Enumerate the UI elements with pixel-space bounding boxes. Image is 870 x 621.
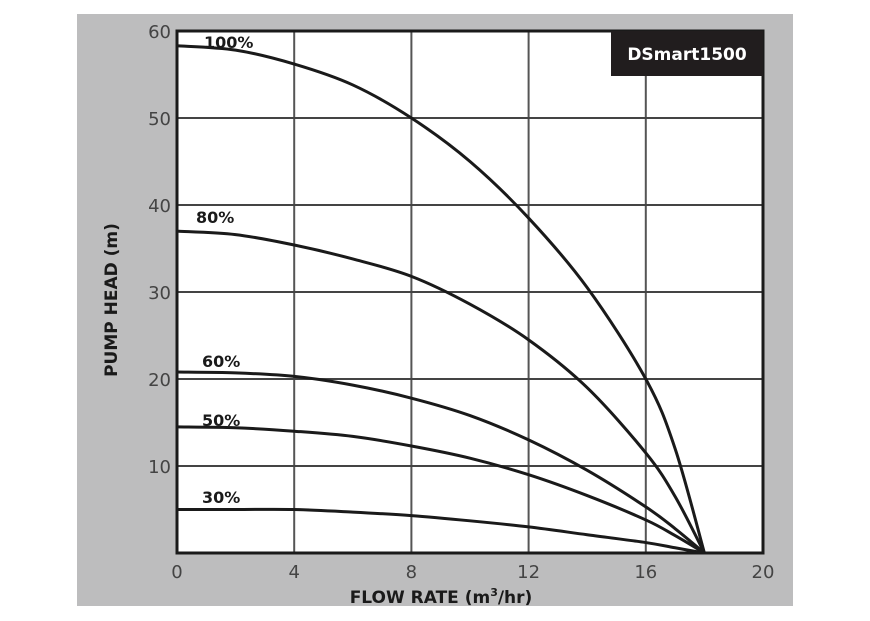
- x-tick-label: 16: [634, 562, 657, 583]
- y-axis-label: PUMP HEAD (m): [102, 223, 122, 377]
- curve-80pct: [176, 229, 706, 554]
- y-tick-label: 20: [148, 370, 171, 391]
- axis-ticks: 0 4 8 12 16 20 10 20 30 40 50 60: [148, 22, 774, 583]
- curve-60pct: [176, 370, 706, 555]
- x-axis-label: FLOW RATE (m3/hr): [350, 586, 533, 608]
- curve-label: 80%: [196, 208, 234, 227]
- curve-30pct: [177, 507, 705, 555]
- curve-label: 60%: [202, 352, 240, 371]
- x-tick-label: 4: [288, 562, 299, 583]
- badge-background: [611, 31, 763, 76]
- y-tick-label: 40: [148, 196, 171, 217]
- curve-100pct: [176, 44, 706, 554]
- curve-label: 50%: [202, 411, 240, 430]
- x-tick-label: 20: [752, 562, 775, 583]
- grid-lines: [177, 31, 763, 553]
- model-badge: DSmart1500: [611, 31, 763, 76]
- curve-50pct: [176, 425, 706, 555]
- curve-label: 30%: [202, 488, 240, 507]
- curve-label: 100%: [204, 33, 253, 52]
- y-tick-label: 50: [148, 109, 171, 130]
- x-tick-label: 8: [406, 562, 417, 583]
- badge-text: DSmart1500: [627, 45, 747, 65]
- y-tick-label: 10: [148, 457, 171, 478]
- y-tick-label: 60: [148, 22, 171, 43]
- curves: 100% 80% 60% 50% 30%: [176, 33, 706, 555]
- plot-border: [175, 29, 765, 555]
- x-tick-label: 0: [171, 562, 182, 583]
- y-tick-label: 30: [148, 283, 171, 304]
- x-tick-label: 12: [517, 562, 540, 583]
